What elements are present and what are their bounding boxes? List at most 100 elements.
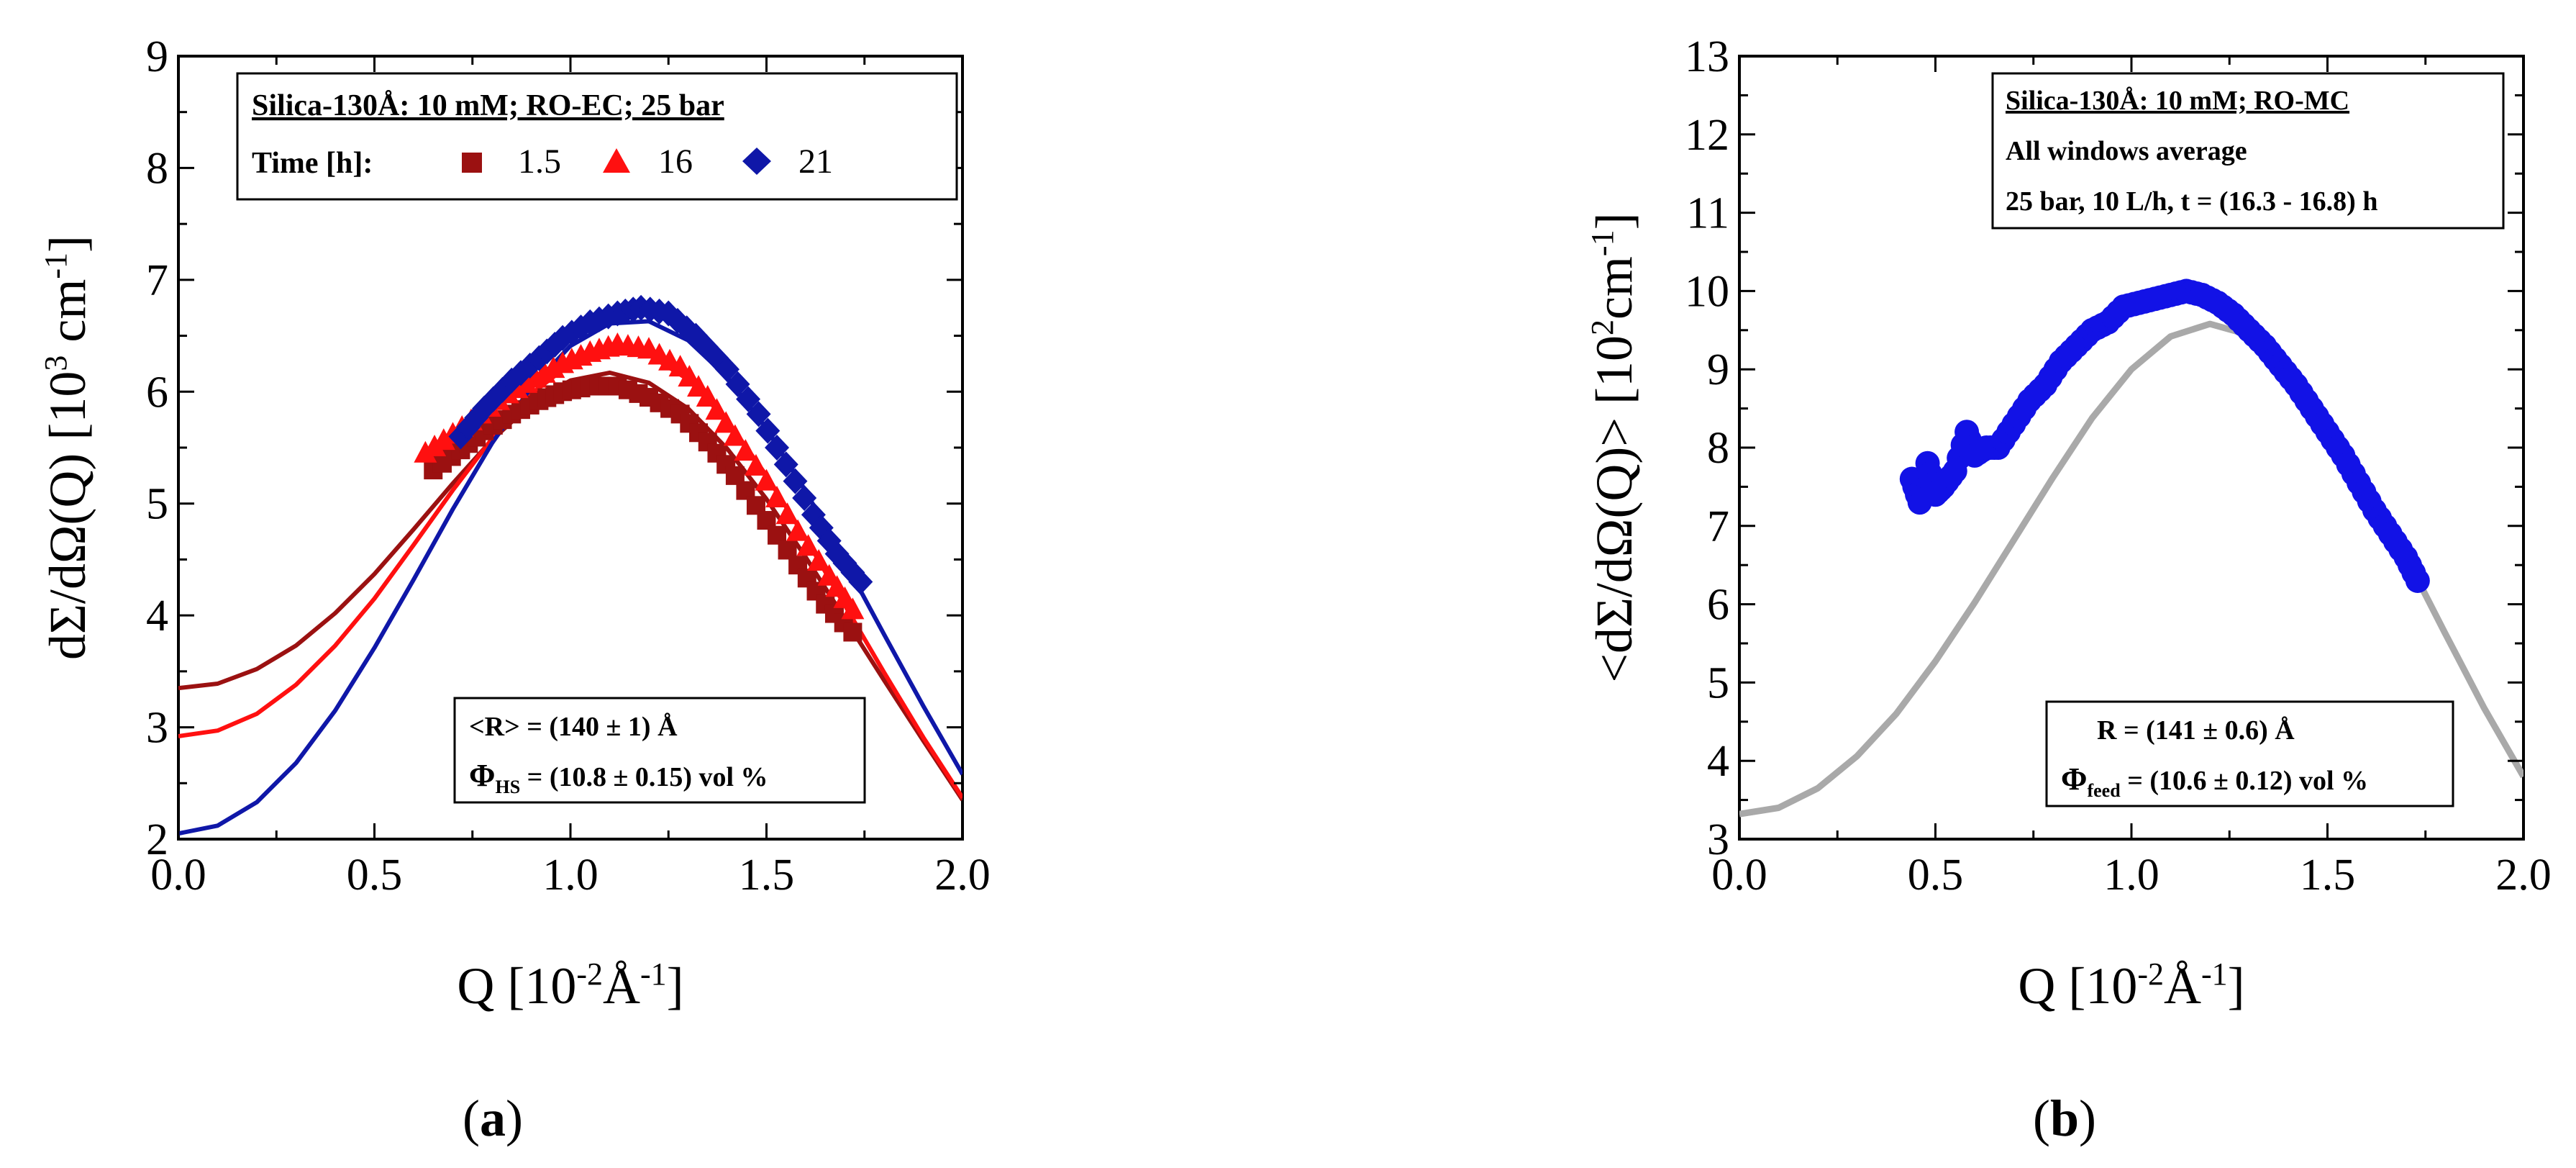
legend-line2-b: All windows average	[2006, 136, 2247, 166]
data-point-a-1.5	[843, 623, 863, 642]
legend-box-a	[236, 72, 958, 201]
annotation-radius-a: <R> = (140 ± 1) Å	[469, 712, 678, 742]
data-markers-a	[414, 294, 873, 642]
data-point-a-16	[755, 468, 778, 491]
data-point-a-16	[841, 597, 865, 620]
x-tick-label-b: 0.5	[1908, 851, 1964, 900]
legend-marker-square	[462, 153, 482, 173]
y-tick-label-b: 11	[1686, 189, 1729, 238]
data-point-a-16	[714, 411, 738, 433]
data-point-b-data	[2405, 568, 2430, 593]
legend-marker-diamond	[742, 148, 771, 175]
panel-label-a: (a)	[463, 1090, 523, 1147]
data-point-a-16	[668, 355, 692, 377]
data-point-a-21	[746, 401, 771, 427]
phi-sub-a: HS	[495, 777, 520, 797]
legend-line3-b: 25 bar, 10 L/h, t = (16.3 - 16.8) h	[2006, 186, 2377, 217]
x-tick-label-a: 1.0	[542, 851, 599, 900]
y-tick-label-b: 5	[1707, 658, 1729, 707]
annotation-radius-b: R = (141 ± 0.6) Å	[2097, 715, 2295, 746]
legend-box-b	[1991, 72, 2505, 230]
y-tick-label-a: 5	[146, 480, 168, 529]
data-point-a-21	[792, 484, 817, 511]
data-point-a-16	[744, 453, 768, 476]
y-tick-label-b: 10	[1685, 267, 1729, 316]
legend-marker-triangle	[603, 148, 630, 173]
data-point-a-16	[432, 428, 455, 451]
y-tick-label-b: 6	[1707, 581, 1729, 630]
data-point-a-16	[786, 519, 810, 541]
x-tick-label-b: 1.5	[2300, 851, 2356, 900]
x-tick-label-a: 2.0	[934, 851, 991, 900]
data-point-a-16	[678, 365, 701, 387]
annotation-box-b	[2045, 700, 2454, 807]
legend-title-a: Silica-130Å: 10 mM; RO-EC; 25 bar	[252, 89, 724, 122]
panel-b: 0.0 0.5 1.0 1.5 2.0 3 4 5 6 7 8 9 10 11 12 13 Silica-13…	[1585, 32, 2552, 1147]
x-axis-label-a: Q [10-2Å-1]	[457, 956, 683, 1015]
data-point-a-21	[725, 371, 750, 397]
y-tick-label-b: 3	[1707, 815, 1729, 864]
data-point-a-21	[765, 435, 790, 461]
data-point-a-16	[734, 439, 757, 461]
data-point-a-16	[705, 398, 729, 420]
legend-entry-3: 21	[798, 142, 833, 181]
legend-time-label-a: Time [h]:	[252, 147, 373, 180]
data-point-a-16	[414, 440, 437, 463]
y-tick-label-b: 9	[1707, 345, 1729, 394]
panel-label-b: (b)	[2033, 1090, 2096, 1147]
data-point-a-16	[796, 534, 820, 556]
data-point-a-16	[775, 502, 799, 525]
data-point-a-21	[508, 360, 533, 386]
panel-a: 0.0 0.5 1.0 1.5 2.0 2 3 4 5 6 7 8 9 Silica-130Å: 10 …	[38, 32, 991, 1147]
data-point-a-16	[807, 549, 831, 571]
y-tick-label-b: 13	[1685, 32, 1729, 81]
y-tick-label-a: 7	[146, 256, 168, 305]
x-axis-label-b: Q [10-2Å-1]	[2018, 956, 2244, 1015]
y-tick-label-a: 9	[146, 32, 168, 81]
y-tick-label-a: 4	[146, 592, 168, 640]
phi-value-b: = (10.6 ± 0.12) vol %	[2121, 766, 2368, 796]
phi-sub-b: feed	[2087, 780, 2121, 801]
legend-entry-1: 1.5	[518, 142, 561, 181]
y-axis-label-a: dΣ/dΩ(Q) [103 cm-1]	[38, 235, 96, 660]
data-point-a-21	[755, 417, 780, 444]
x-tick-label-b: 0.0	[1711, 851, 1767, 900]
y-axis-label-b: <dΣ/dΩ(Q)> [102cm-1]	[1585, 212, 1643, 682]
data-point-a-16	[696, 385, 719, 407]
data-point-a-16	[687, 375, 711, 397]
annotation-box-a	[453, 697, 866, 804]
data-point-a-16	[723, 424, 747, 446]
data-point-a-21	[848, 569, 873, 595]
data-point-a-21	[783, 468, 808, 494]
x-tick-label-b: 1.0	[2103, 851, 2159, 900]
y-tick-label-a: 2	[146, 815, 168, 864]
annotation-phi-b: Φfeed = (10.6 ± 0.12) vol %	[2061, 761, 2368, 801]
data-point-a-21	[736, 386, 761, 412]
legend-entry-2: 16	[658, 142, 693, 181]
data-point-a-21	[704, 345, 729, 371]
y-tick-label-a: 6	[146, 368, 168, 417]
phi-value-a: = (10.8 ± 0.15) vol %	[520, 762, 768, 792]
annotation-phi-a: ΦHS = (10.8 ± 0.15) vol %	[469, 758, 768, 797]
phi-symbol-b: Φ	[2061, 761, 2087, 797]
phi-symbol-a: Φ	[469, 758, 495, 793]
y-tick-label-a: 8	[146, 144, 168, 193]
x-tick-label-a: 0.5	[347, 851, 403, 900]
data-markers-b	[1899, 279, 2430, 593]
x-tick-label-b: 2.0	[2495, 851, 2552, 900]
x-tick-label-a: 1.5	[739, 851, 795, 900]
data-point-a-16	[423, 434, 447, 456]
data-point-a-21	[773, 451, 798, 478]
legend-title-b: Silica-130Å: 10 mM; RO-MC	[2006, 86, 2349, 116]
ticks-a: 0.0 0.5 1.0 1.5 2.0 2 3 4 5 6 7 8 9	[146, 32, 991, 900]
y-tick-label-b: 12	[1685, 111, 1729, 160]
y-tick-label-a: 3	[146, 704, 168, 753]
data-point-a-16	[765, 485, 789, 507]
y-tick-label-b: 8	[1707, 424, 1729, 473]
ticks-b: 0.0 0.5 1.0 1.5 2.0 3 4 5 6 7 8 9 10 11 12 13	[1685, 32, 2552, 900]
x-tick-label-a: 0.0	[150, 851, 206, 900]
y-tick-label-b: 7	[1707, 502, 1729, 551]
y-tick-label-b: 4	[1707, 737, 1729, 786]
data-point-a-21	[715, 356, 739, 383]
